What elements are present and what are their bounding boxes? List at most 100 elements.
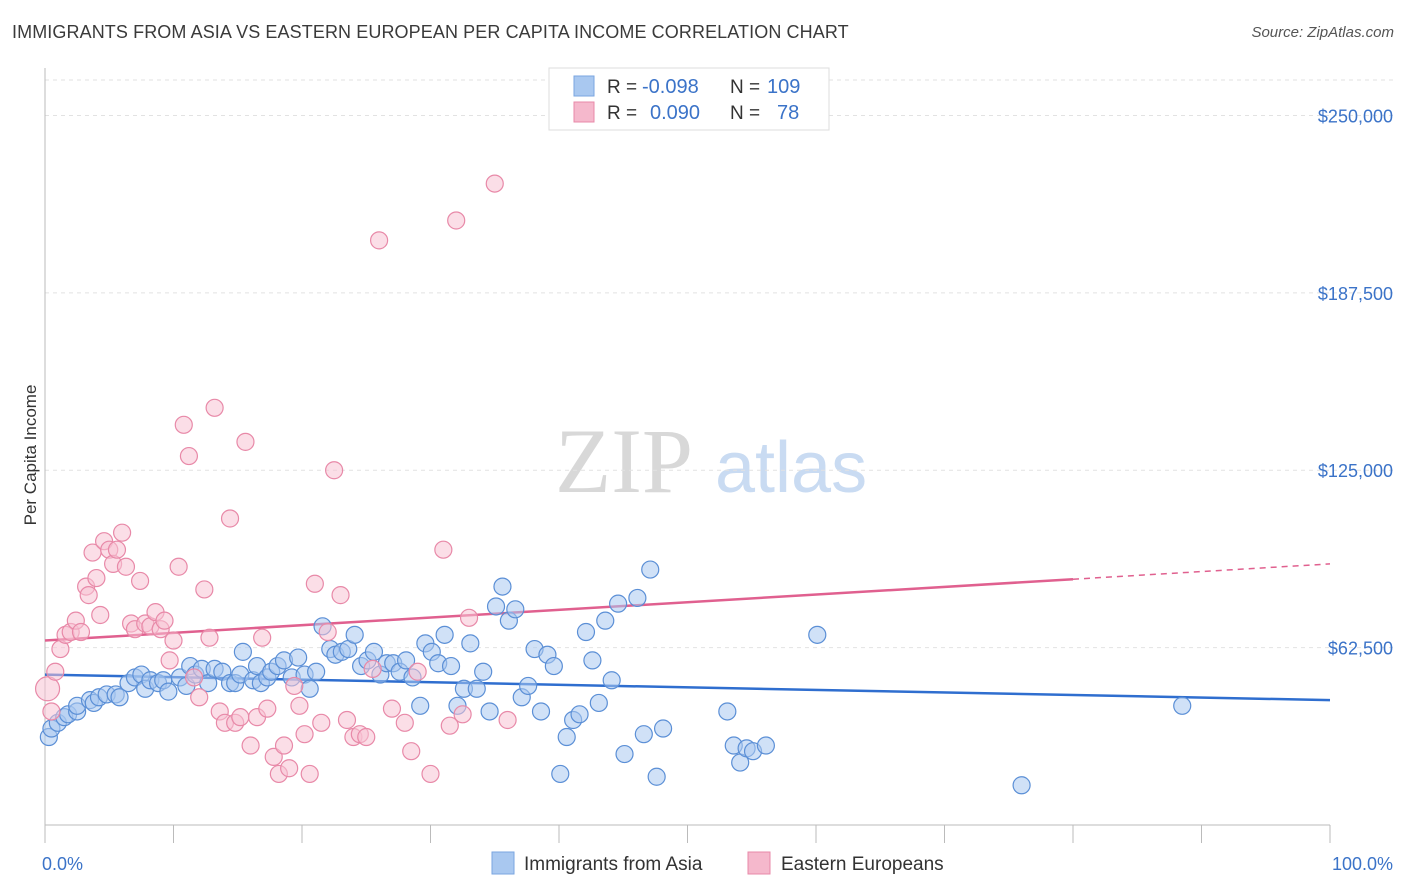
legend-n-label-eastern: N = (730, 103, 760, 124)
point-asia (307, 662, 326, 681)
point-eastern (300, 764, 319, 784)
point-eastern (46, 662, 65, 681)
point-eastern (231, 708, 250, 727)
point-eastern (459, 608, 479, 627)
point-eastern (274, 736, 294, 755)
point-eastern (200, 628, 219, 647)
x-tick-label: 0.0% (42, 854, 83, 874)
point-eastern (312, 713, 331, 732)
point-asia (474, 662, 493, 681)
y-tick-label: $250,000 (1318, 106, 1393, 126)
point-asia (551, 764, 570, 784)
point-eastern (241, 736, 260, 755)
point-eastern (160, 651, 179, 670)
point-asia (441, 656, 461, 676)
point-eastern (357, 727, 376, 747)
bottom-legend-label-eastern: Eastern Europeans (781, 854, 944, 875)
y-tick-label: $187,500 (1318, 284, 1393, 304)
point-eastern (91, 605, 110, 625)
point-eastern (295, 725, 314, 744)
point-eastern (190, 688, 209, 707)
point-eastern (71, 622, 91, 642)
point-eastern (285, 676, 304, 696)
point-eastern (174, 415, 193, 434)
point-asia (544, 656, 563, 676)
point-asia (596, 611, 615, 630)
point-asia (602, 671, 621, 690)
point-eastern (421, 764, 440, 784)
point-asia (1012, 776, 1031, 795)
point-asia (583, 651, 602, 670)
point-eastern (290, 696, 309, 715)
legend-n-label-asia: N = (730, 77, 760, 98)
point-eastern (258, 699, 277, 718)
legend-r-label-asia: R = (607, 77, 637, 98)
point-eastern (370, 231, 389, 250)
trend-line-dashed-eastern (1072, 563, 1331, 580)
watermark-atlas: atlas (715, 428, 867, 508)
point-asia (300, 679, 319, 698)
point-asia (486, 597, 506, 616)
legend-n-value-eastern: 78 (777, 102, 799, 124)
y-tick-label: $125,000 (1318, 461, 1393, 481)
point-eastern (205, 398, 224, 417)
legend-r-value-eastern: 0.090 (650, 102, 700, 124)
legend-n-value-asia: 109 (767, 76, 800, 98)
point-asia (233, 642, 252, 661)
trend-line-eastern (44, 577, 1074, 642)
point-eastern (402, 742, 421, 761)
point-eastern (453, 705, 472, 724)
legend-box (548, 67, 830, 131)
point-eastern (325, 461, 344, 480)
point-eastern (155, 611, 174, 630)
point-asia (628, 588, 647, 608)
point-asia (653, 719, 673, 738)
bottom-legend-swatch-asia (491, 851, 515, 875)
point-eastern (184, 668, 204, 687)
point-eastern (195, 580, 214, 599)
point-eastern (220, 509, 240, 528)
point-asia (576, 622, 596, 642)
point-eastern (331, 586, 350, 605)
point-eastern (280, 759, 299, 778)
point-eastern (363, 659, 382, 679)
legend-r-value-asia: -0.098 (642, 76, 699, 98)
point-asia (531, 702, 551, 721)
point-asia (480, 702, 499, 721)
point-eastern (179, 446, 199, 466)
y-axis-title: Per Capita Income (21, 385, 40, 526)
point-eastern (236, 432, 255, 451)
source-credit: Source: ZipAtlas.com (1251, 24, 1394, 41)
point-eastern (305, 574, 324, 593)
point-asia (570, 705, 589, 724)
point-asia (345, 625, 364, 644)
point-eastern (130, 571, 150, 591)
point-eastern (498, 710, 517, 730)
point-asia (493, 577, 512, 596)
point-asia (718, 702, 737, 721)
point-asia (609, 594, 628, 613)
point-asia (289, 648, 308, 667)
point-asia (411, 696, 430, 715)
point-asia (647, 767, 666, 786)
point-eastern (485, 174, 504, 193)
point-eastern (253, 628, 272, 647)
legend-r-label-eastern: R = (607, 103, 637, 124)
point-asia (615, 744, 634, 764)
chart-title: IMMIGRANTS FROM ASIA VS EASTERN EUROPEAN… (12, 22, 849, 42)
grid-lines (45, 79, 1395, 649)
point-asia (641, 560, 660, 579)
bottom-legend-label-asia: Immigrants from Asia (524, 854, 703, 875)
point-eastern (440, 716, 459, 735)
point-asia (557, 727, 576, 747)
top-legend: R = -0.098 N = 109 R = 0.090 N = 78 (548, 67, 830, 131)
point-eastern (337, 710, 357, 730)
point-asia (506, 600, 525, 619)
point-eastern (264, 747, 283, 766)
legend-swatch-asia (573, 75, 595, 97)
point-eastern (164, 631, 183, 650)
point-eastern (434, 540, 453, 559)
point-asia (756, 736, 775, 755)
data-points (34, 174, 1192, 795)
x-tick-label: 100.0% (1332, 854, 1393, 874)
